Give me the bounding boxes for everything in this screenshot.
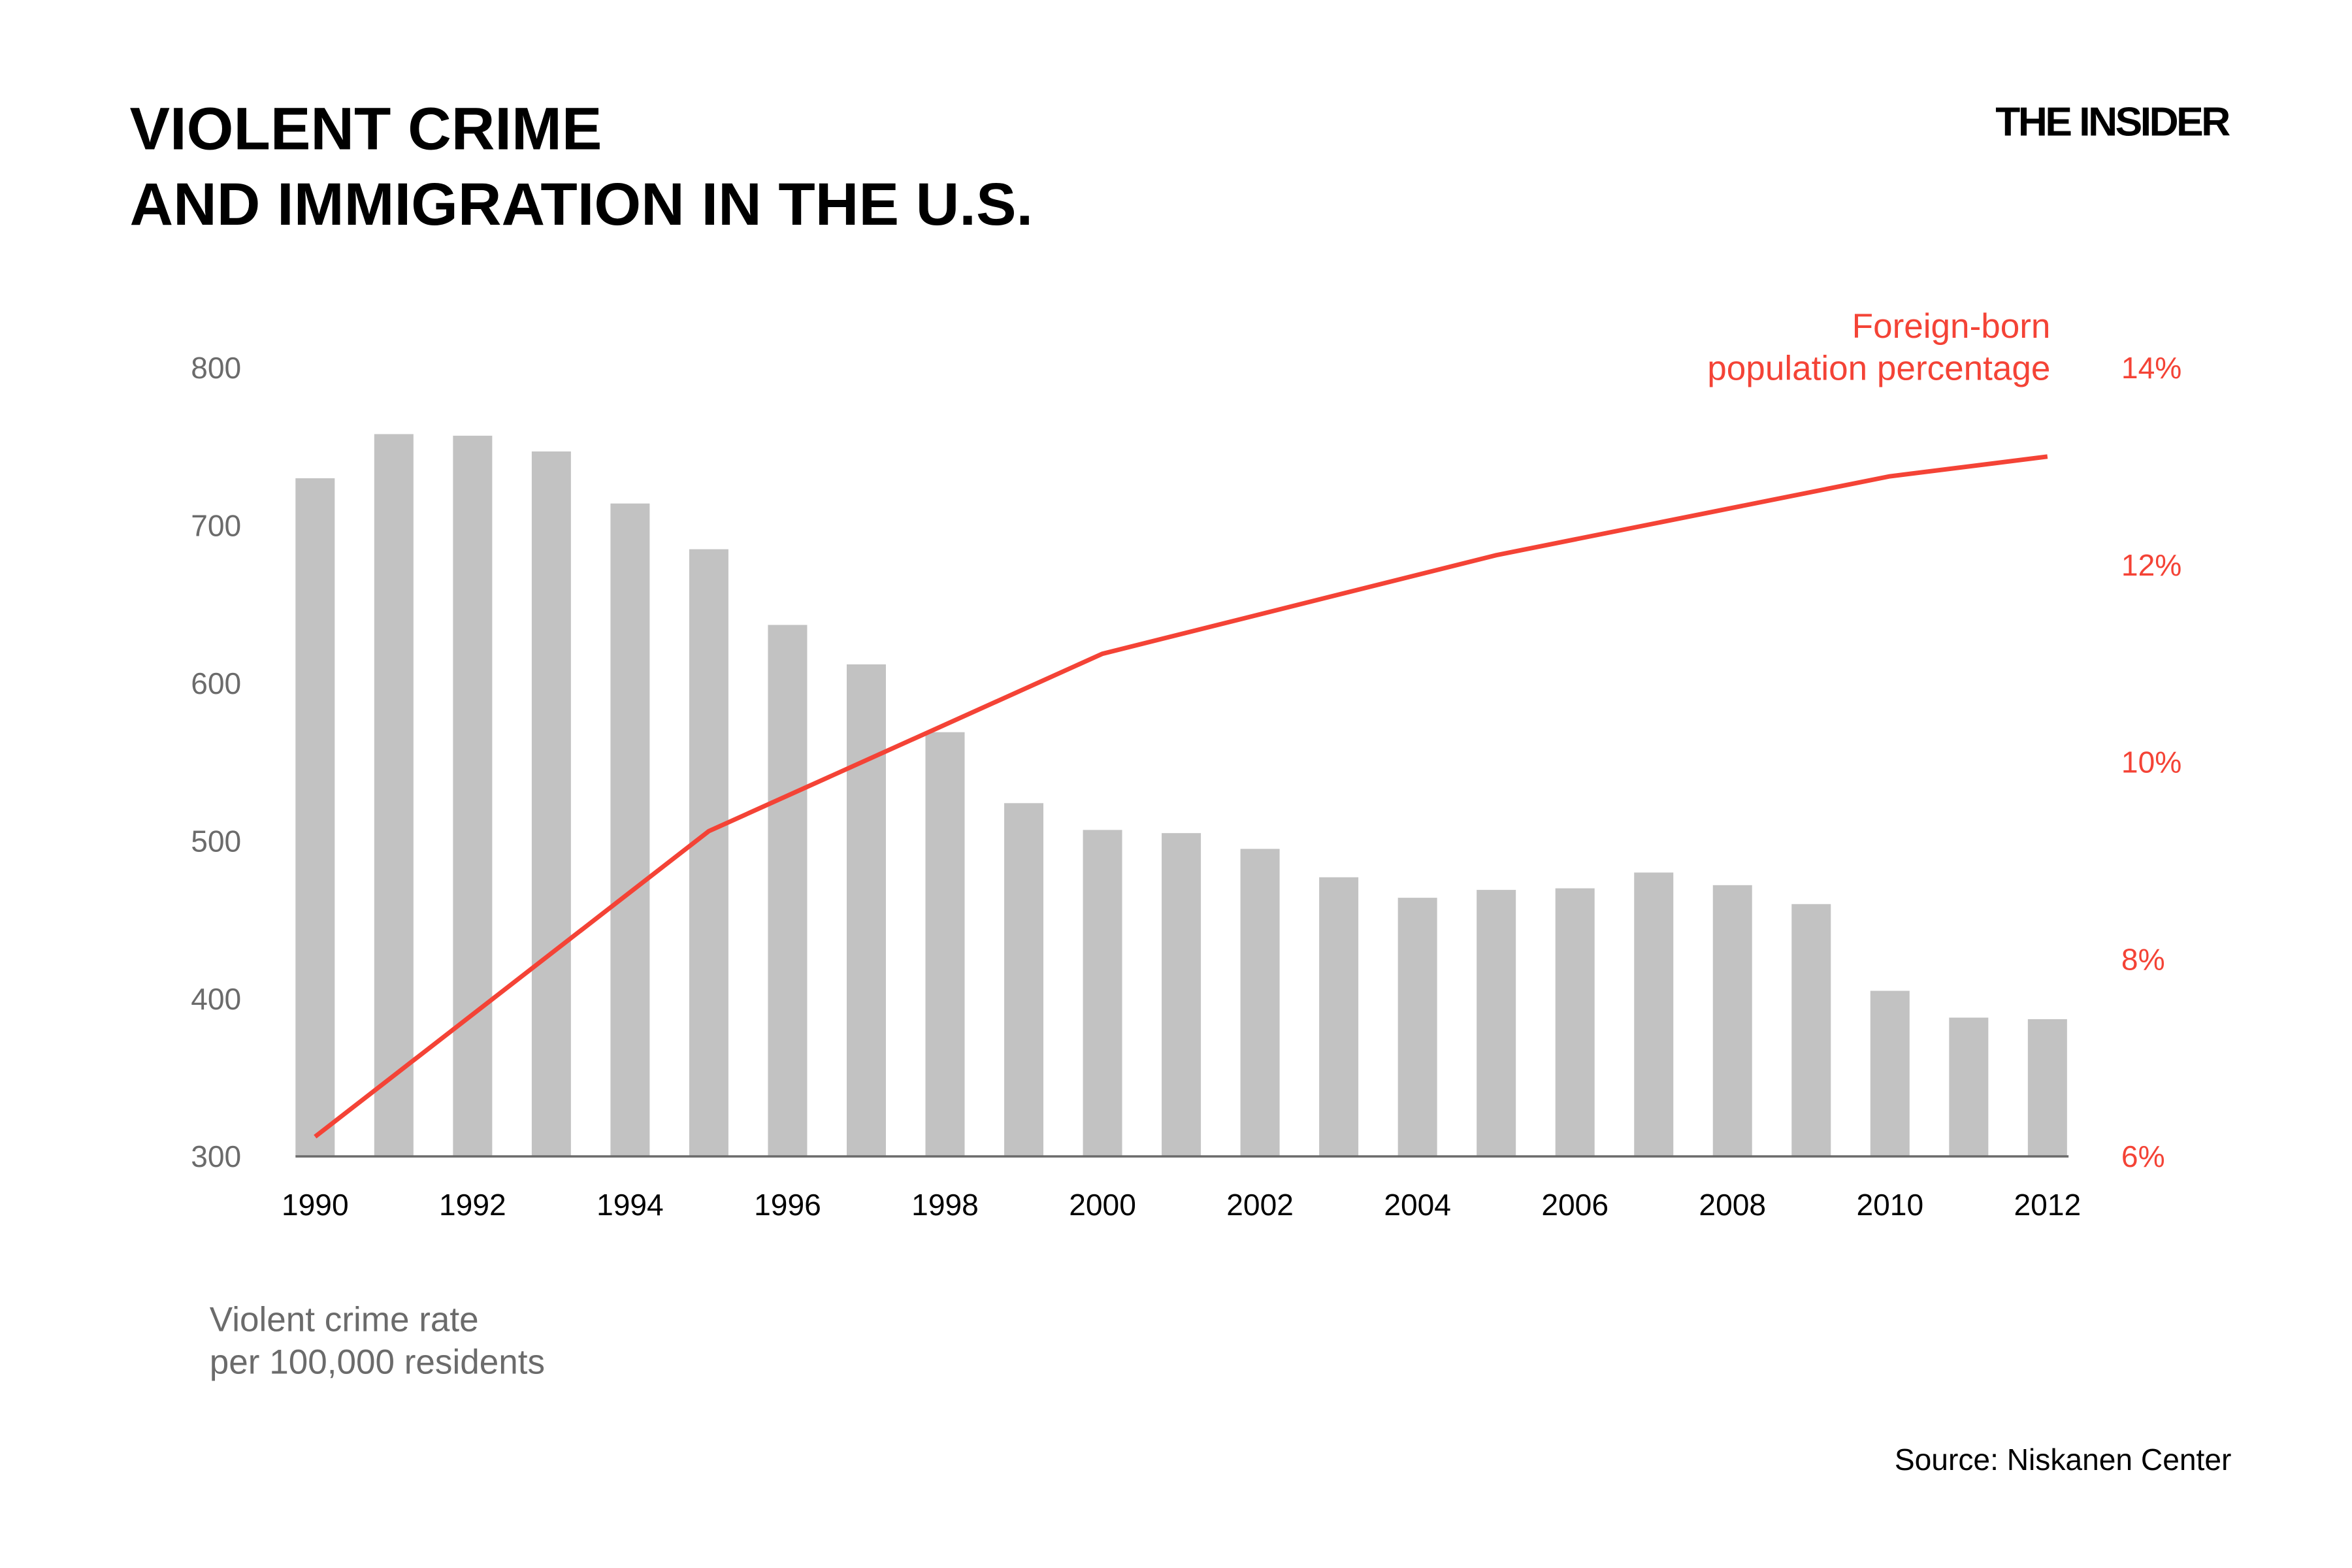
bars <box>295 434 2067 1156</box>
x-tick-1994: 1994 <box>596 1188 664 1222</box>
x-tick-1990: 1990 <box>282 1188 349 1222</box>
bar-1997 <box>846 664 886 1156</box>
bar-2004 <box>1397 898 1437 1156</box>
bar-2010 <box>1870 990 1910 1156</box>
left-axis-label-2: per 100,000 residents <box>210 1343 545 1381</box>
x-tick-2006: 2006 <box>1541 1188 1609 1222</box>
bar-1995 <box>689 549 728 1156</box>
left-axis-ticks: 800 700 600 500 400 300 <box>191 351 241 1173</box>
bar-1993 <box>531 451 571 1156</box>
left-tick-800: 800 <box>191 351 241 385</box>
bar-1998 <box>925 732 965 1156</box>
x-tick-2004: 2004 <box>1384 1188 1451 1222</box>
bar-1994 <box>610 503 650 1156</box>
left-tick-400: 400 <box>191 982 241 1016</box>
x-tick-2010: 2010 <box>1856 1188 1923 1222</box>
bar-2009 <box>1791 904 1831 1156</box>
x-tick-2008: 2008 <box>1699 1188 1766 1222</box>
bar-2006 <box>1555 888 1595 1156</box>
bar-2011 <box>1949 1017 1989 1156</box>
foreign-born-line <box>314 454 2048 1139</box>
bar-2007 <box>1634 872 1674 1156</box>
bar-2005 <box>1477 890 1516 1156</box>
bar-2008 <box>1712 885 1752 1156</box>
logo: THE INSIDER <box>1995 100 2230 145</box>
x-tick-2012: 2012 <box>2014 1188 2082 1222</box>
left-tick-700: 700 <box>191 509 241 543</box>
right-tick-6: 6% <box>2121 1139 2165 1173</box>
right-tick-12: 12% <box>2121 548 2181 582</box>
line-series-label-2: population percentage <box>1707 350 2050 388</box>
x-axis-ticks: 1990 1992 1994 1996 1998 2000 2002 2004 2006 2008… <box>282 1188 2081 1222</box>
right-tick-8: 8% <box>2121 942 2165 976</box>
bar-1990 <box>295 478 335 1156</box>
title-line-1: VIOLENT CRIME <box>129 94 602 162</box>
x-tick-1998: 1998 <box>911 1188 979 1222</box>
left-axis-label-1: Violent crime rate <box>210 1301 479 1339</box>
left-tick-600: 600 <box>191 666 241 700</box>
bar-2001 <box>1162 833 1201 1156</box>
right-axis-ticks: 14% 12% 10% 8% 6% <box>2121 351 2181 1173</box>
x-tick-2000: 2000 <box>1069 1188 1136 1222</box>
right-tick-10: 10% <box>2121 745 2181 779</box>
right-tick-14: 14% <box>2121 351 2181 385</box>
left-tick-300: 300 <box>191 1139 241 1173</box>
bar-2003 <box>1319 877 1359 1156</box>
left-tick-500: 500 <box>191 824 241 858</box>
bar-1999 <box>1004 803 1044 1156</box>
line-series <box>314 454 2048 1139</box>
bar-1992 <box>453 435 493 1156</box>
source: Source: Niskanen Center <box>1895 1443 2231 1477</box>
bar-2000 <box>1083 830 1122 1156</box>
x-tick-1992: 1992 <box>439 1188 506 1222</box>
x-tick-2002: 2002 <box>1226 1188 1294 1222</box>
bar-2012 <box>2027 1019 2067 1156</box>
title-line-2: AND IMMIGRATION IN THE U.S. <box>129 170 1033 238</box>
bar-2002 <box>1240 849 1280 1156</box>
bar-1991 <box>374 434 414 1156</box>
bar-1996 <box>768 625 808 1156</box>
line-series-label-1: Foreign-born <box>1852 307 2051 346</box>
x-tick-1996: 1996 <box>754 1188 821 1222</box>
